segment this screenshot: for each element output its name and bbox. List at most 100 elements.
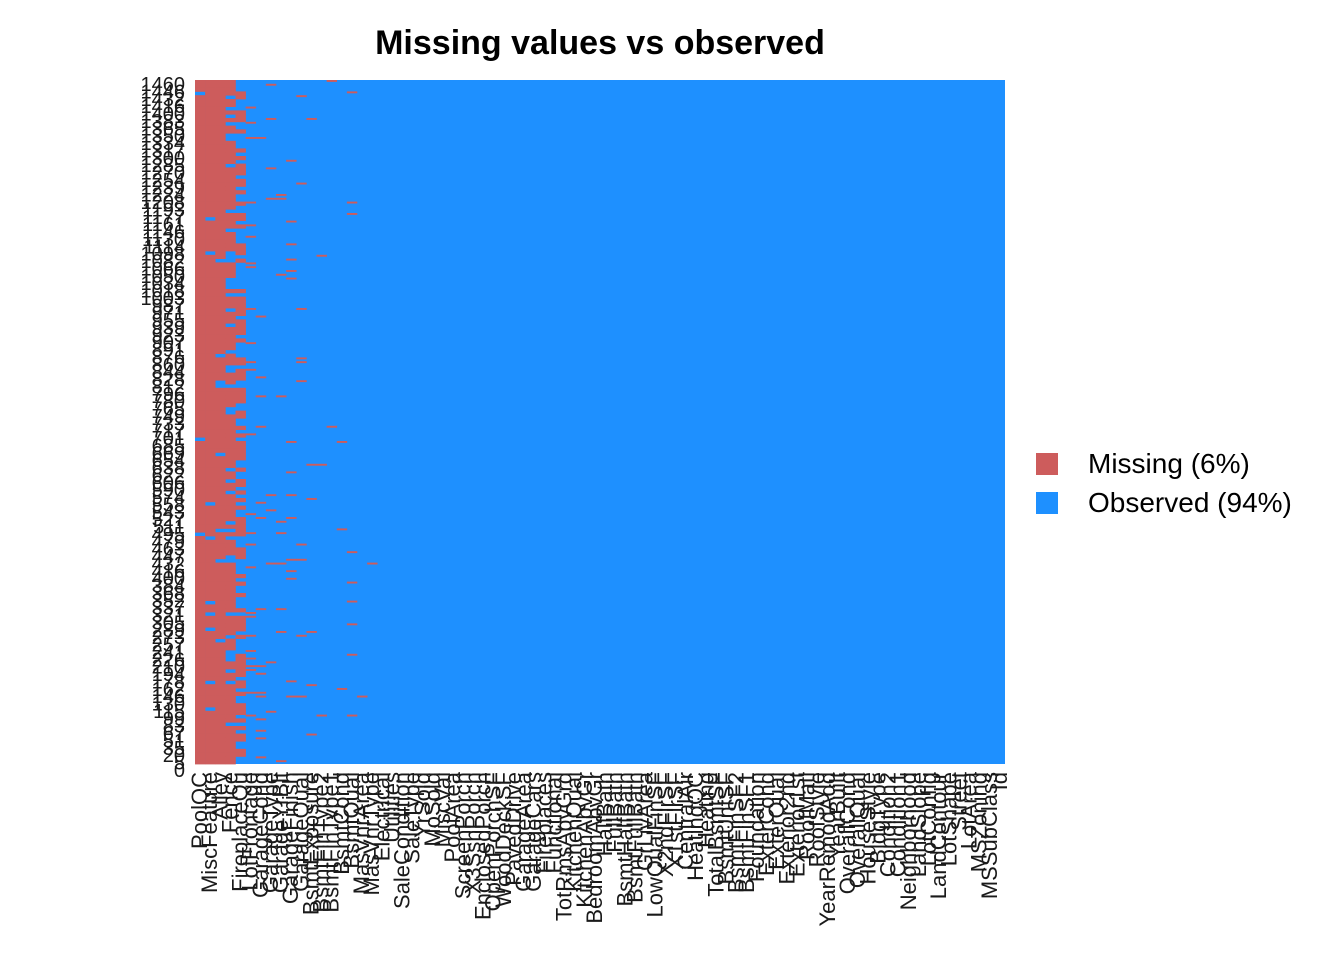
missing-cell [215,334,226,339]
missing-cell [195,475,206,480]
missing-cell [215,418,226,423]
missing-cell [235,376,246,381]
missing-cell [255,501,267,504]
missing-cell [195,247,206,252]
missing-cell [195,657,206,662]
y-tick-label: 1270 [141,163,186,185]
missing-cell [286,695,297,698]
missing-cell [215,121,226,126]
missing-cell [205,376,216,381]
missing-cell [215,87,226,92]
missing-cell [215,114,226,119]
y-tick-label: 337 [152,598,185,620]
missing-cell [205,577,216,582]
missing-cell [215,205,226,210]
missing-cell [225,224,236,229]
y-tick-label: 1082 [141,251,186,273]
missing-cell [205,349,216,354]
missing-cell [235,91,246,96]
missing-cell [205,232,216,237]
missing-cell [225,444,236,449]
missing-cell [195,714,206,719]
missing-cell [235,653,246,658]
missing-cell [215,539,226,544]
missing-cell [205,228,216,233]
y-tick-label: 273 [152,627,185,649]
x-tick-label: LotArea [957,771,982,849]
missing-cell [225,562,236,567]
missing-cell [235,532,246,537]
missing-cell [205,452,216,457]
y-tick-label: 844 [152,362,185,384]
missing-cell [195,642,206,647]
x-tick-labels: PoolQCMiscFeatureAlleyFenceFireplaceQuLo… [187,771,1012,926]
missing-cell [235,387,246,392]
missing-cell [286,258,297,261]
missing-cell [225,672,236,677]
missing-cell [235,726,246,731]
missing-cell [215,95,226,100]
missing-cell [195,296,206,301]
missing-cell [235,372,246,377]
missing-cell [225,395,236,400]
missing-cell [215,308,226,313]
missing-cell [225,517,236,522]
x-tick-label: OverallQual [845,772,870,888]
missing-cell [195,121,206,126]
missing-cell [195,190,206,195]
missing-cell [235,657,246,662]
missing-cell [195,482,206,487]
missing-cell [205,441,216,446]
missing-cell [205,171,216,176]
missing-cell [255,729,267,732]
missing-cell [215,425,226,430]
missing-cell [225,372,236,377]
missing-cell [245,224,257,227]
missing-cell [205,190,216,195]
missing-cell [205,213,216,218]
missing-cell [225,376,236,381]
missing-cell [265,710,277,713]
missing-cell [205,384,216,389]
missing-cell [215,410,226,415]
missing-cell [195,589,206,594]
missing-cell [205,619,216,624]
missing-cell [286,243,297,246]
missing-cell [195,479,206,484]
missing-cell [225,627,236,632]
missing-cell [215,688,226,693]
missing-cell [225,482,236,487]
missing-cell [205,99,216,104]
y-tick-label: 590 [152,480,185,502]
missing-cell [265,562,277,565]
missing-cell [205,471,216,476]
missing-cell [195,106,206,111]
y-tick-label: 178 [152,671,185,693]
x-tick-label: BsmtCond [329,772,354,875]
legend-item-missing: Missing (6%) [1036,444,1292,483]
missing-cell [235,308,246,313]
missing-cell [215,349,226,354]
missing-cell [346,551,358,554]
missing-cell [255,691,267,694]
missing-cell [205,296,216,301]
missing-cell [235,619,246,624]
missing-cell [195,577,206,582]
missing-cell [235,243,246,248]
missing-cell [255,665,267,668]
missing-cell [215,281,226,286]
missing-cell [215,494,226,499]
y-tick-label: 717 [152,421,185,443]
missing-cell [235,467,246,472]
missing-cell [195,232,206,237]
missing-cell [296,558,307,561]
y-tick-label: 1208 [141,192,186,214]
missing-cell [235,224,246,229]
missing-cell [235,414,246,419]
missing-cell [235,608,246,613]
missing-cell [225,110,236,115]
missing-cell [205,665,216,670]
x-tick-label: Fireplaces [531,772,556,873]
missing-cell [205,266,216,271]
y-tick-label: 67 [163,723,185,745]
